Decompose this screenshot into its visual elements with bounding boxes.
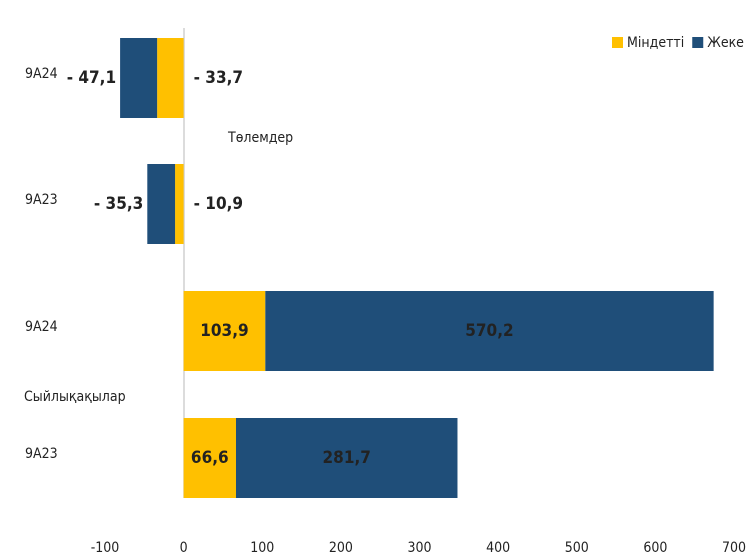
- category-label: 9А23: [25, 192, 58, 208]
- category-label: 9А24: [25, 319, 58, 335]
- legend-swatch: [612, 37, 623, 48]
- value-label: 281,7: [323, 448, 371, 468]
- x-tick-label: 500: [565, 540, 589, 556]
- bar-segment: [120, 38, 158, 118]
- bar-segment: [183, 418, 236, 498]
- x-tick-label: 300: [407, 540, 431, 556]
- x-tick-label: 400: [486, 540, 510, 556]
- legend-label: Жеке: [707, 35, 744, 51]
- bar-segment: [147, 164, 176, 244]
- bar-segment: [183, 291, 266, 371]
- legend-label: Міндетті: [627, 35, 684, 51]
- value-label: - 33,7: [194, 68, 243, 88]
- x-tick-label: 0: [180, 540, 188, 556]
- legend-swatch: [692, 37, 704, 48]
- value-label: - 47,1: [67, 68, 116, 88]
- value-label: 66,6: [191, 448, 229, 468]
- category-label: 9А24: [25, 66, 58, 82]
- value-label: - 35,3: [94, 194, 143, 214]
- x-tick-label: 100: [250, 540, 274, 556]
- x-tick-label: 200: [329, 540, 353, 556]
- bar-segment: [175, 164, 184, 244]
- x-tick-label: 700: [722, 540, 746, 556]
- value-label: 570,2: [465, 321, 513, 341]
- value-label: 103,9: [200, 321, 248, 341]
- bar-segment: [157, 38, 184, 118]
- x-tick-label: 600: [643, 540, 667, 556]
- group-label: Төлемдер: [227, 130, 293, 146]
- x-tick-label: -100: [91, 540, 120, 556]
- bar-segment: [235, 418, 458, 498]
- bar-segment: [265, 291, 714, 371]
- category-label: 9А23: [25, 446, 58, 462]
- value-label: - 10,9: [194, 194, 243, 214]
- group-label: Сыйлықақылар: [24, 389, 126, 405]
